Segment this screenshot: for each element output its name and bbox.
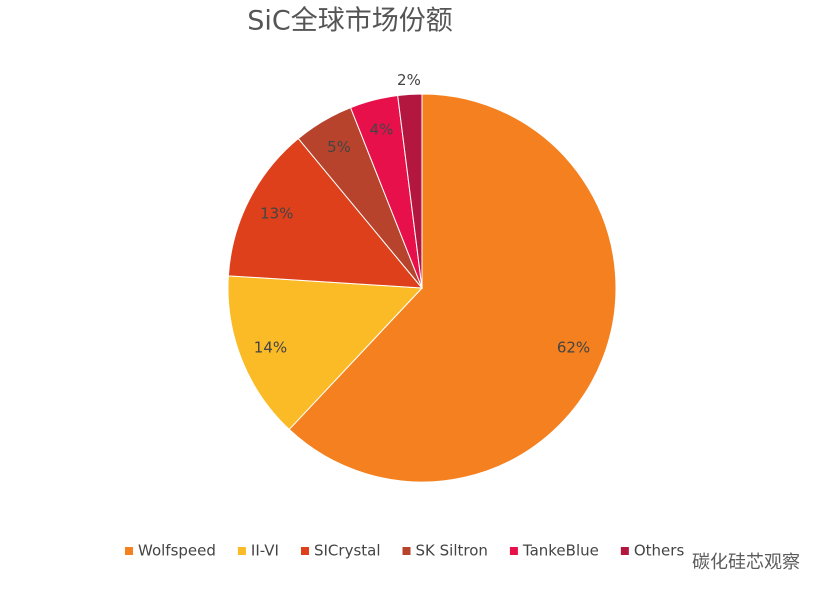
legend-label: TankeBlue — [522, 542, 599, 560]
pie-slice — [227, 137, 424, 289]
legend-label: SK Siltron — [416, 542, 488, 560]
legend-label: SICrystal — [314, 542, 381, 560]
data-label: 5% — [327, 138, 351, 156]
legend-label: Wolfspeed — [138, 542, 216, 560]
data-label: 4% — [370, 121, 394, 139]
legend-swatch — [509, 547, 518, 555]
watermark: 碳化硅芯观察 — [692, 552, 800, 573]
legend-swatch — [620, 547, 629, 555]
data-label: 13% — [260, 205, 293, 223]
data-label: 2% — [397, 71, 421, 89]
legend-label: II-VI — [251, 542, 279, 560]
pie-slice — [397, 93, 423, 289]
chart-title: SiC全球市场份额 — [247, 6, 453, 37]
legend-swatch — [402, 547, 411, 555]
legend-swatch — [300, 547, 309, 555]
legend-label: Others — [634, 542, 685, 560]
pie-slice — [288, 93, 617, 483]
legend-swatch — [237, 547, 246, 555]
data-label: 62% — [557, 338, 590, 356]
data-label: 14% — [254, 338, 287, 356]
pie-slice — [227, 275, 424, 431]
legend-swatch — [125, 547, 133, 555]
